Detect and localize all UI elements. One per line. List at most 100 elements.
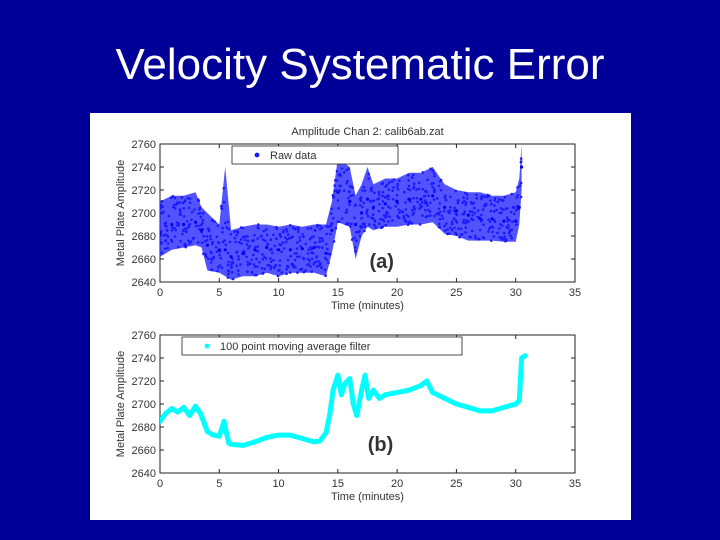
chart-a-raw-point <box>435 212 438 216</box>
chart-a-raw-point <box>459 227 463 231</box>
chart-a-raw-point <box>412 196 415 200</box>
chart-a-raw-point <box>306 227 310 230</box>
chart-a-raw-point <box>354 203 358 206</box>
chart-a-raw-point <box>323 268 327 272</box>
chart-a-raw-point <box>470 217 473 221</box>
chart-a-raw-point <box>361 189 364 192</box>
chart-a-raw-point <box>416 200 419 204</box>
chart-a-raw-point <box>261 238 265 241</box>
chart-a-center-point <box>300 247 304 251</box>
chart-a-raw-point <box>173 226 176 230</box>
chart-a-raw-point <box>405 213 409 217</box>
chart-a-raw-point <box>225 226 228 229</box>
chart-a-raw-point <box>302 235 305 239</box>
chart-a-raw-point <box>319 263 322 267</box>
chart-a-raw-point <box>407 179 410 182</box>
chart-a-raw-point <box>327 225 330 229</box>
chart-a-center-point <box>478 217 482 221</box>
chart-a-raw-point <box>210 251 213 255</box>
chart-a-raw-point <box>317 260 320 263</box>
chart-a-raw-point <box>389 206 392 210</box>
chart-a-raw-point <box>512 212 516 216</box>
chart-a-raw-point <box>386 212 389 215</box>
chart-a-raw-point <box>288 224 292 227</box>
chart-a-raw-point <box>253 245 257 249</box>
chart-a-raw-point <box>373 223 376 227</box>
chart-a-raw-point <box>310 270 313 273</box>
chart-a-raw-point <box>166 242 170 245</box>
chart-a-raw-point <box>209 237 212 241</box>
chart-a-raw-point <box>295 252 298 255</box>
chart-a-raw-point <box>495 208 498 212</box>
chart-a-center-point <box>182 222 186 227</box>
chart-a-raw-point <box>404 201 407 204</box>
chart-a-raw-point <box>272 259 275 262</box>
chart-a-raw-point <box>421 187 425 191</box>
chart-a-raw-point <box>371 213 375 216</box>
chart-a-raw-point <box>301 233 304 236</box>
chart-a-raw-point <box>345 211 348 214</box>
chart-a-raw-point <box>193 208 196 211</box>
chart-a-raw-point <box>471 229 474 233</box>
chart-a-raw-point <box>340 167 344 170</box>
chart-a-raw-point <box>514 209 518 212</box>
chart-a-raw-point <box>358 234 362 238</box>
chart-b-filter-point <box>350 401 356 407</box>
chart-a-raw-point <box>329 232 332 236</box>
chart-a-raw-point <box>384 185 387 188</box>
chart-a-raw-point <box>296 241 299 244</box>
chart-a-raw-point <box>220 266 224 270</box>
chart-a-raw-point <box>446 232 449 236</box>
chart-a-center-point <box>324 251 328 255</box>
chart-a-raw-point <box>358 204 362 207</box>
chart-a-raw-point <box>351 193 355 197</box>
chart-a-raw-point <box>204 253 207 256</box>
chart-a-raw-point <box>326 247 329 251</box>
chart-a-raw-point <box>177 222 181 225</box>
chart-a-raw-point <box>181 201 185 205</box>
chart-a-raw-point <box>321 239 324 243</box>
chart-a-raw-point <box>182 207 186 210</box>
chart-a-raw-point <box>464 231 467 234</box>
chart-a-raw-point <box>376 197 379 201</box>
chart-a-raw-point <box>207 229 211 233</box>
chart-a-raw-point <box>256 245 259 248</box>
chart-a-raw-point <box>240 242 243 245</box>
chart-a-center-point <box>490 217 494 221</box>
chart-a-raw-point <box>337 220 341 223</box>
chart-a-raw-point <box>392 178 396 181</box>
chart-b-filter-point <box>477 408 483 414</box>
chart-a-raw-point <box>507 223 510 227</box>
chart-a-raw-point <box>263 267 267 271</box>
chart-a-raw-point <box>515 223 518 226</box>
chart-a-raw-point <box>489 209 493 213</box>
chart-a-y-tick-label: 2760 <box>132 139 156 151</box>
chart-a-raw-point <box>318 224 322 227</box>
chart-a-raw-point <box>487 218 490 221</box>
chart-a-raw-point <box>454 189 458 193</box>
chart-a-raw-point <box>431 185 434 189</box>
chart-a-raw-point <box>433 174 436 178</box>
chart-b-y-tick-label: 2640 <box>132 468 156 480</box>
chart-a-raw-point <box>302 256 305 260</box>
chart-a-raw-point <box>408 188 412 192</box>
chart-a-raw-point <box>306 252 310 255</box>
chart-a-raw-point <box>288 271 292 274</box>
chart-a-title: Amplitude Chan 2: calib6ab.zat <box>291 126 443 138</box>
chart-a-raw-point <box>212 255 216 259</box>
chart-a-raw-point <box>292 264 296 267</box>
chart-a-raw-point <box>426 208 430 212</box>
chart-a-raw-point <box>444 194 447 197</box>
chart-a-raw-point <box>516 186 519 189</box>
chart-a-raw-point <box>438 217 442 221</box>
chart-a-raw-point <box>340 217 344 220</box>
chart-b-y-tick-label: 2660 <box>132 445 156 457</box>
chart-a-raw-point <box>506 216 509 219</box>
chart-a-center-point <box>241 251 245 255</box>
chart-a-raw-point <box>162 233 166 237</box>
chart-b-filter-point <box>311 439 317 445</box>
chart-a-raw-point <box>282 247 286 250</box>
chart-a-raw-point <box>402 216 406 220</box>
chart-b-filter-point <box>323 430 329 436</box>
chart-a-raw-point <box>236 269 240 272</box>
